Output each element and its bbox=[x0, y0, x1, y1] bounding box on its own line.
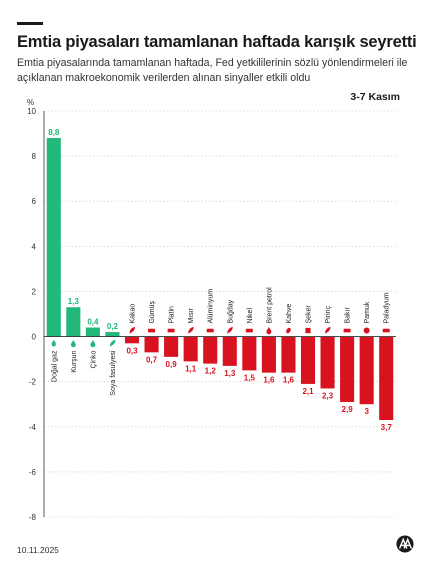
value-label: 1,2 bbox=[205, 367, 217, 376]
page-subtitle: Emtia piyasalarında tamamlanan haftada, … bbox=[17, 57, 408, 84]
value-label: 1,1 bbox=[185, 364, 197, 373]
coffee-icon bbox=[286, 327, 291, 334]
date-range-label: 3-7 Kasım bbox=[350, 91, 400, 103]
cotton-icon bbox=[363, 327, 370, 334]
droplet-icon bbox=[90, 340, 96, 348]
droplet-icon bbox=[70, 340, 76, 348]
coin-icon bbox=[382, 328, 390, 333]
value-label: 3 bbox=[364, 407, 369, 416]
wheat-icon bbox=[227, 327, 233, 334]
value-label: 1,3 bbox=[224, 369, 236, 378]
coin-icon bbox=[206, 328, 214, 333]
category-label: Paladyum bbox=[384, 292, 391, 323]
category-label: Nikel bbox=[247, 308, 254, 324]
value-label: 0,7 bbox=[146, 355, 158, 364]
bar-14 bbox=[300, 336, 316, 384]
page-title: Emtia piyasaları tamamlanan haftada karı… bbox=[17, 33, 417, 51]
oil-drop-icon bbox=[266, 327, 272, 335]
category-label: Şeker bbox=[306, 305, 313, 324]
category-label: Brent petrol bbox=[266, 287, 273, 324]
bar-4 bbox=[105, 332, 120, 337]
category-label: Alüminyum bbox=[208, 289, 215, 324]
coin-icon bbox=[148, 328, 156, 333]
corn-icon bbox=[188, 327, 194, 334]
y-tick-label: 2 bbox=[32, 287, 37, 296]
category-label: Buğday bbox=[227, 299, 234, 323]
y-tick-label: 10 bbox=[27, 107, 36, 116]
y-tick-label: 4 bbox=[32, 242, 37, 251]
value-label: 2,3 bbox=[322, 391, 334, 400]
y-tick-label: 6 bbox=[32, 197, 37, 206]
bar-13 bbox=[281, 336, 296, 373]
category-label: Kakao bbox=[130, 304, 137, 324]
category-label: Platin bbox=[169, 306, 176, 324]
y-tick-label: -2 bbox=[29, 378, 37, 387]
category-label: Pamuk bbox=[364, 301, 371, 323]
category-label: Kurşun bbox=[71, 350, 78, 372]
y-tick-label: -4 bbox=[29, 423, 37, 432]
value-label: 0,3 bbox=[126, 346, 138, 355]
y-axis-unit: % bbox=[27, 98, 34, 107]
sprout-icon bbox=[109, 340, 116, 347]
value-label: 0,2 bbox=[107, 322, 119, 331]
value-label: 1,6 bbox=[283, 376, 295, 385]
value-label: 0,4 bbox=[87, 318, 99, 327]
leaf-icon bbox=[129, 327, 135, 334]
value-label: 1,6 bbox=[263, 376, 275, 385]
y-tick-label: 8 bbox=[32, 152, 37, 161]
bar-11 bbox=[242, 336, 257, 371]
bar-12 bbox=[261, 336, 276, 373]
category-label: Pirinç bbox=[325, 306, 332, 324]
bar-10 bbox=[222, 336, 237, 366]
y-tick-label: 0 bbox=[32, 333, 37, 342]
y-tick-label: -6 bbox=[29, 468, 37, 477]
bar-3 bbox=[85, 327, 100, 337]
y-tick-label: -8 bbox=[29, 513, 37, 522]
coin-icon bbox=[245, 328, 253, 333]
category-label: Mısır bbox=[188, 307, 195, 323]
category-label: Doğal gaz bbox=[51, 350, 58, 382]
coin-icon bbox=[167, 328, 175, 333]
value-label: 1,5 bbox=[244, 373, 256, 382]
category-label: Kahve bbox=[286, 304, 293, 324]
bar-15 bbox=[320, 336, 335, 389]
bar-8 bbox=[183, 336, 198, 362]
category-label: Soya fasulyesi bbox=[110, 350, 117, 396]
cube-icon bbox=[305, 327, 311, 334]
category-label: Çinko bbox=[90, 350, 97, 368]
bar-2 bbox=[66, 307, 81, 337]
value-label: 2,9 bbox=[342, 405, 354, 414]
value-label: 8,8 bbox=[48, 128, 60, 137]
bar-5 bbox=[124, 336, 140, 344]
bar-18 bbox=[379, 336, 394, 421]
header-rule bbox=[17, 22, 43, 25]
category-label: Bakır bbox=[345, 307, 352, 324]
bar-16 bbox=[340, 336, 355, 402]
bar-6 bbox=[144, 336, 159, 353]
value-label: 2,1 bbox=[302, 387, 314, 396]
bar-9 bbox=[203, 336, 218, 364]
aa-logo-icon bbox=[396, 535, 414, 553]
bar-7 bbox=[164, 336, 179, 357]
footer-date: 10.11.2025 bbox=[17, 545, 59, 555]
flame-icon bbox=[51, 340, 56, 347]
category-label: Gümüş bbox=[149, 300, 156, 323]
value-label: 1,3 bbox=[68, 297, 80, 306]
bar-17 bbox=[359, 336, 374, 405]
coin-icon bbox=[343, 328, 351, 333]
value-label: 0,9 bbox=[166, 360, 178, 369]
bar-1 bbox=[46, 138, 61, 337]
rice-icon bbox=[325, 327, 331, 334]
value-label: 3,7 bbox=[381, 423, 393, 432]
